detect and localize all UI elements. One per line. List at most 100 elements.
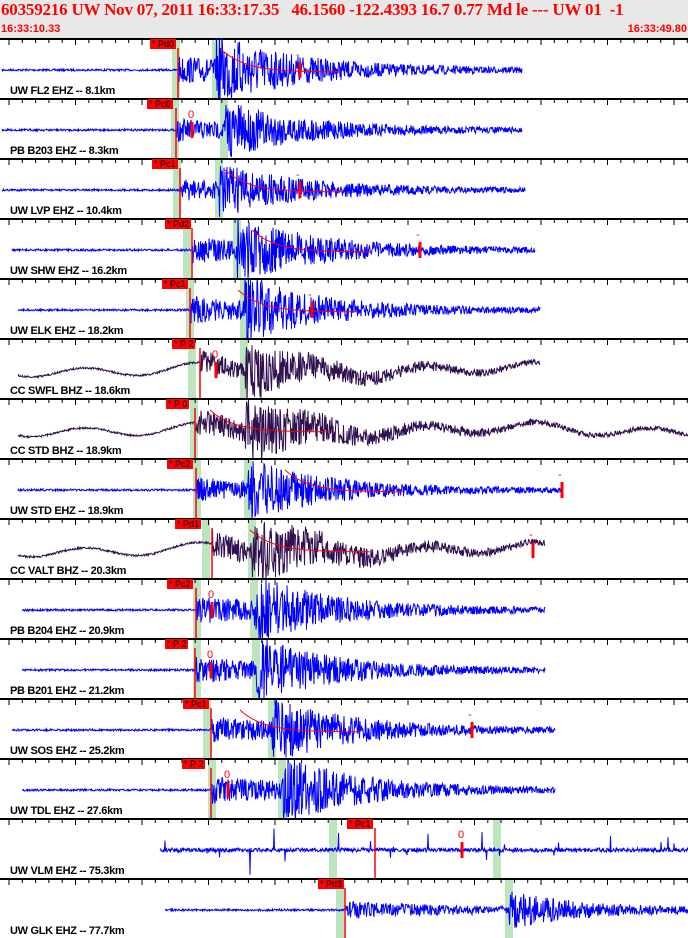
trace-line [21,758,556,818]
trace-row[interactable]: 0 * Pc2 PB B204 EHZ -- 20.9km [0,578,688,638]
trace-row[interactable]: 0 * P 2 CC SWFL BHZ -- 18.6km [0,338,688,398]
trace-line [164,891,688,928]
pick-window [173,158,181,218]
waveform [0,638,688,698]
coda-fit-line [249,529,371,553]
phase-pick-label[interactable]: * Pd0 [150,39,177,49]
amplitude-marker-label: 0 [212,349,219,361]
trace-line [21,639,546,698]
station-label: PB B201 EHZ -- 21.2km [10,685,125,697]
waveform [0,278,688,338]
amplitude-marker [418,242,422,258]
phase-pick-label[interactable]: * P 2 [165,639,189,649]
coda-fit-line [284,469,406,493]
trace-line [1,166,526,217]
phase-pick-label[interactable]: * P 2 [172,339,196,349]
phase-pick-label[interactable]: * Pc2 [167,579,193,589]
amplitude-marker [298,182,302,198]
trace-row[interactable]: * Pd3 UW GLK EHZ -- 77.7km [0,878,688,938]
amplitude-marker [214,362,218,378]
pick-window [172,38,180,98]
end-time: 16:33:49.80 [627,23,687,35]
phase-pick-label[interactable]: * P 0 [166,399,190,409]
amplitude-marker [310,302,314,318]
waveform [0,98,688,158]
coda-fit-line [251,229,373,253]
amplitude-marker [298,62,302,78]
phase-pick-label[interactable]: * P 2 [182,759,206,769]
waveform [0,38,688,98]
trace-line [17,522,546,578]
trace-row[interactable]: - * Pc1 UW SOS EHZ -- 25.2km [0,698,688,758]
pick-window [250,578,258,638]
phase-pick-label[interactable]: * Pd1 [175,519,202,529]
waveform [0,758,688,818]
trace-line [18,399,688,458]
trace-line [17,461,563,518]
seismogram-panel[interactable]: - * Pd0 UW FL2 EHZ -- 8.1km 0 * Pc0 PB B203 E… [0,38,688,938]
amplitude-marker [560,482,564,498]
trace-row[interactable]: 0 * P 2 PB B201 EHZ -- 21.2km [0,638,688,698]
pick-window [171,98,179,158]
trace-row[interactable]: - * Pd1 CC VALT BHZ -- 20.3km [0,518,688,578]
trace-row[interactable]: - * Pc1 UW LVP EHZ -- 10.4km [0,158,688,218]
waveform [0,578,688,638]
phase-pick-label[interactable]: * Pc2 [167,459,193,469]
amplitude-marker-label: - [296,169,300,181]
waveform [0,698,688,758]
amplitude-marker-label: 0 [458,829,465,841]
station-label: UW SHW EHZ -- 16.2km [10,265,127,277]
phase-pick-label[interactable]: * Pd3 [318,879,345,889]
pick-window [215,158,223,218]
waveform [0,218,688,278]
amplitude-marker-label: 0 [188,109,195,121]
amplitude-marker [531,542,535,558]
pick-window [336,878,344,938]
station-label: CC SWFL BHZ -- 18.6km [10,385,131,397]
amplitude-marker [226,782,230,798]
phase-pick-label[interactable]: * Pc1 [162,279,188,289]
trace-line [11,218,536,278]
pick-window [183,218,191,278]
amplitude-marker-label: - [558,469,562,481]
coda-fit-line [209,409,331,433]
amplitude-marker-label: - [468,709,472,721]
waveform [0,398,688,458]
trace-row[interactable]: - * Pd2 UW SHW EHZ -- 16.2km [0,218,688,278]
trace-line [159,828,688,875]
phase-pick-label[interactable]: * Pc1 [183,699,209,709]
station-label: UW VLM EHZ -- 75.3km [10,865,125,877]
pick-window [203,698,211,758]
event-title: 60359216 UW Nov 07, 2011 16:33:17.35 46.… [1,0,624,19]
phase-pick-label[interactable]: * Pc1 [152,159,178,169]
trace-row[interactable]: 0 * Pc0 PB B203 EHZ -- 8.3km [0,98,688,158]
amplitude-marker-label: 0 [208,589,215,601]
station-label: UW LVP EHZ -- 10.4km [10,205,122,217]
phase-pick-label[interactable]: * Pc1 [347,819,373,829]
station-label: UW GLK EHZ -- 77.7km [10,925,125,937]
pick-window [493,818,501,878]
phase-pick-label[interactable]: * Pc0 [147,99,173,109]
coda-fit-line [221,49,343,73]
waveform [0,458,688,518]
event-header: 60359216 UW Nov 07, 2011 16:33:17.35 46.… [0,0,688,38]
station-label: UW TDL EHZ -- 27.6km [10,805,123,817]
waveform [0,818,688,878]
amplitude-marker [209,662,213,678]
trace-row[interactable]: - * Pc2 UW STD EHZ -- 18.9km [0,458,688,518]
amplitude-marker [190,122,194,138]
amplitude-marker [210,602,214,618]
pick-window [220,98,228,158]
trace-line [1,38,523,98]
trace-row[interactable]: 0 * Pc1 UW VLM EHZ -- 75.3km [0,818,688,878]
trace-row[interactable]: 0 * P 2 UW TDL EHZ -- 27.6km [0,758,688,818]
trace-row[interactable]: - * Pd0 UW FL2 EHZ -- 8.1km [0,38,688,98]
phase-pick-label[interactable]: * Pd2 [165,219,192,229]
coda-fit-line [237,289,359,313]
trace-line [21,578,546,638]
pick-window [188,338,196,398]
trace-row[interactable]: - * Pc1 UW ELK EHZ -- 18.2km [0,278,688,338]
amplitude-marker-label: - [529,529,533,541]
trace-row[interactable]: * P 0 CC STD BHZ -- 18.9km [0,398,688,458]
amplitude-marker [460,842,464,858]
